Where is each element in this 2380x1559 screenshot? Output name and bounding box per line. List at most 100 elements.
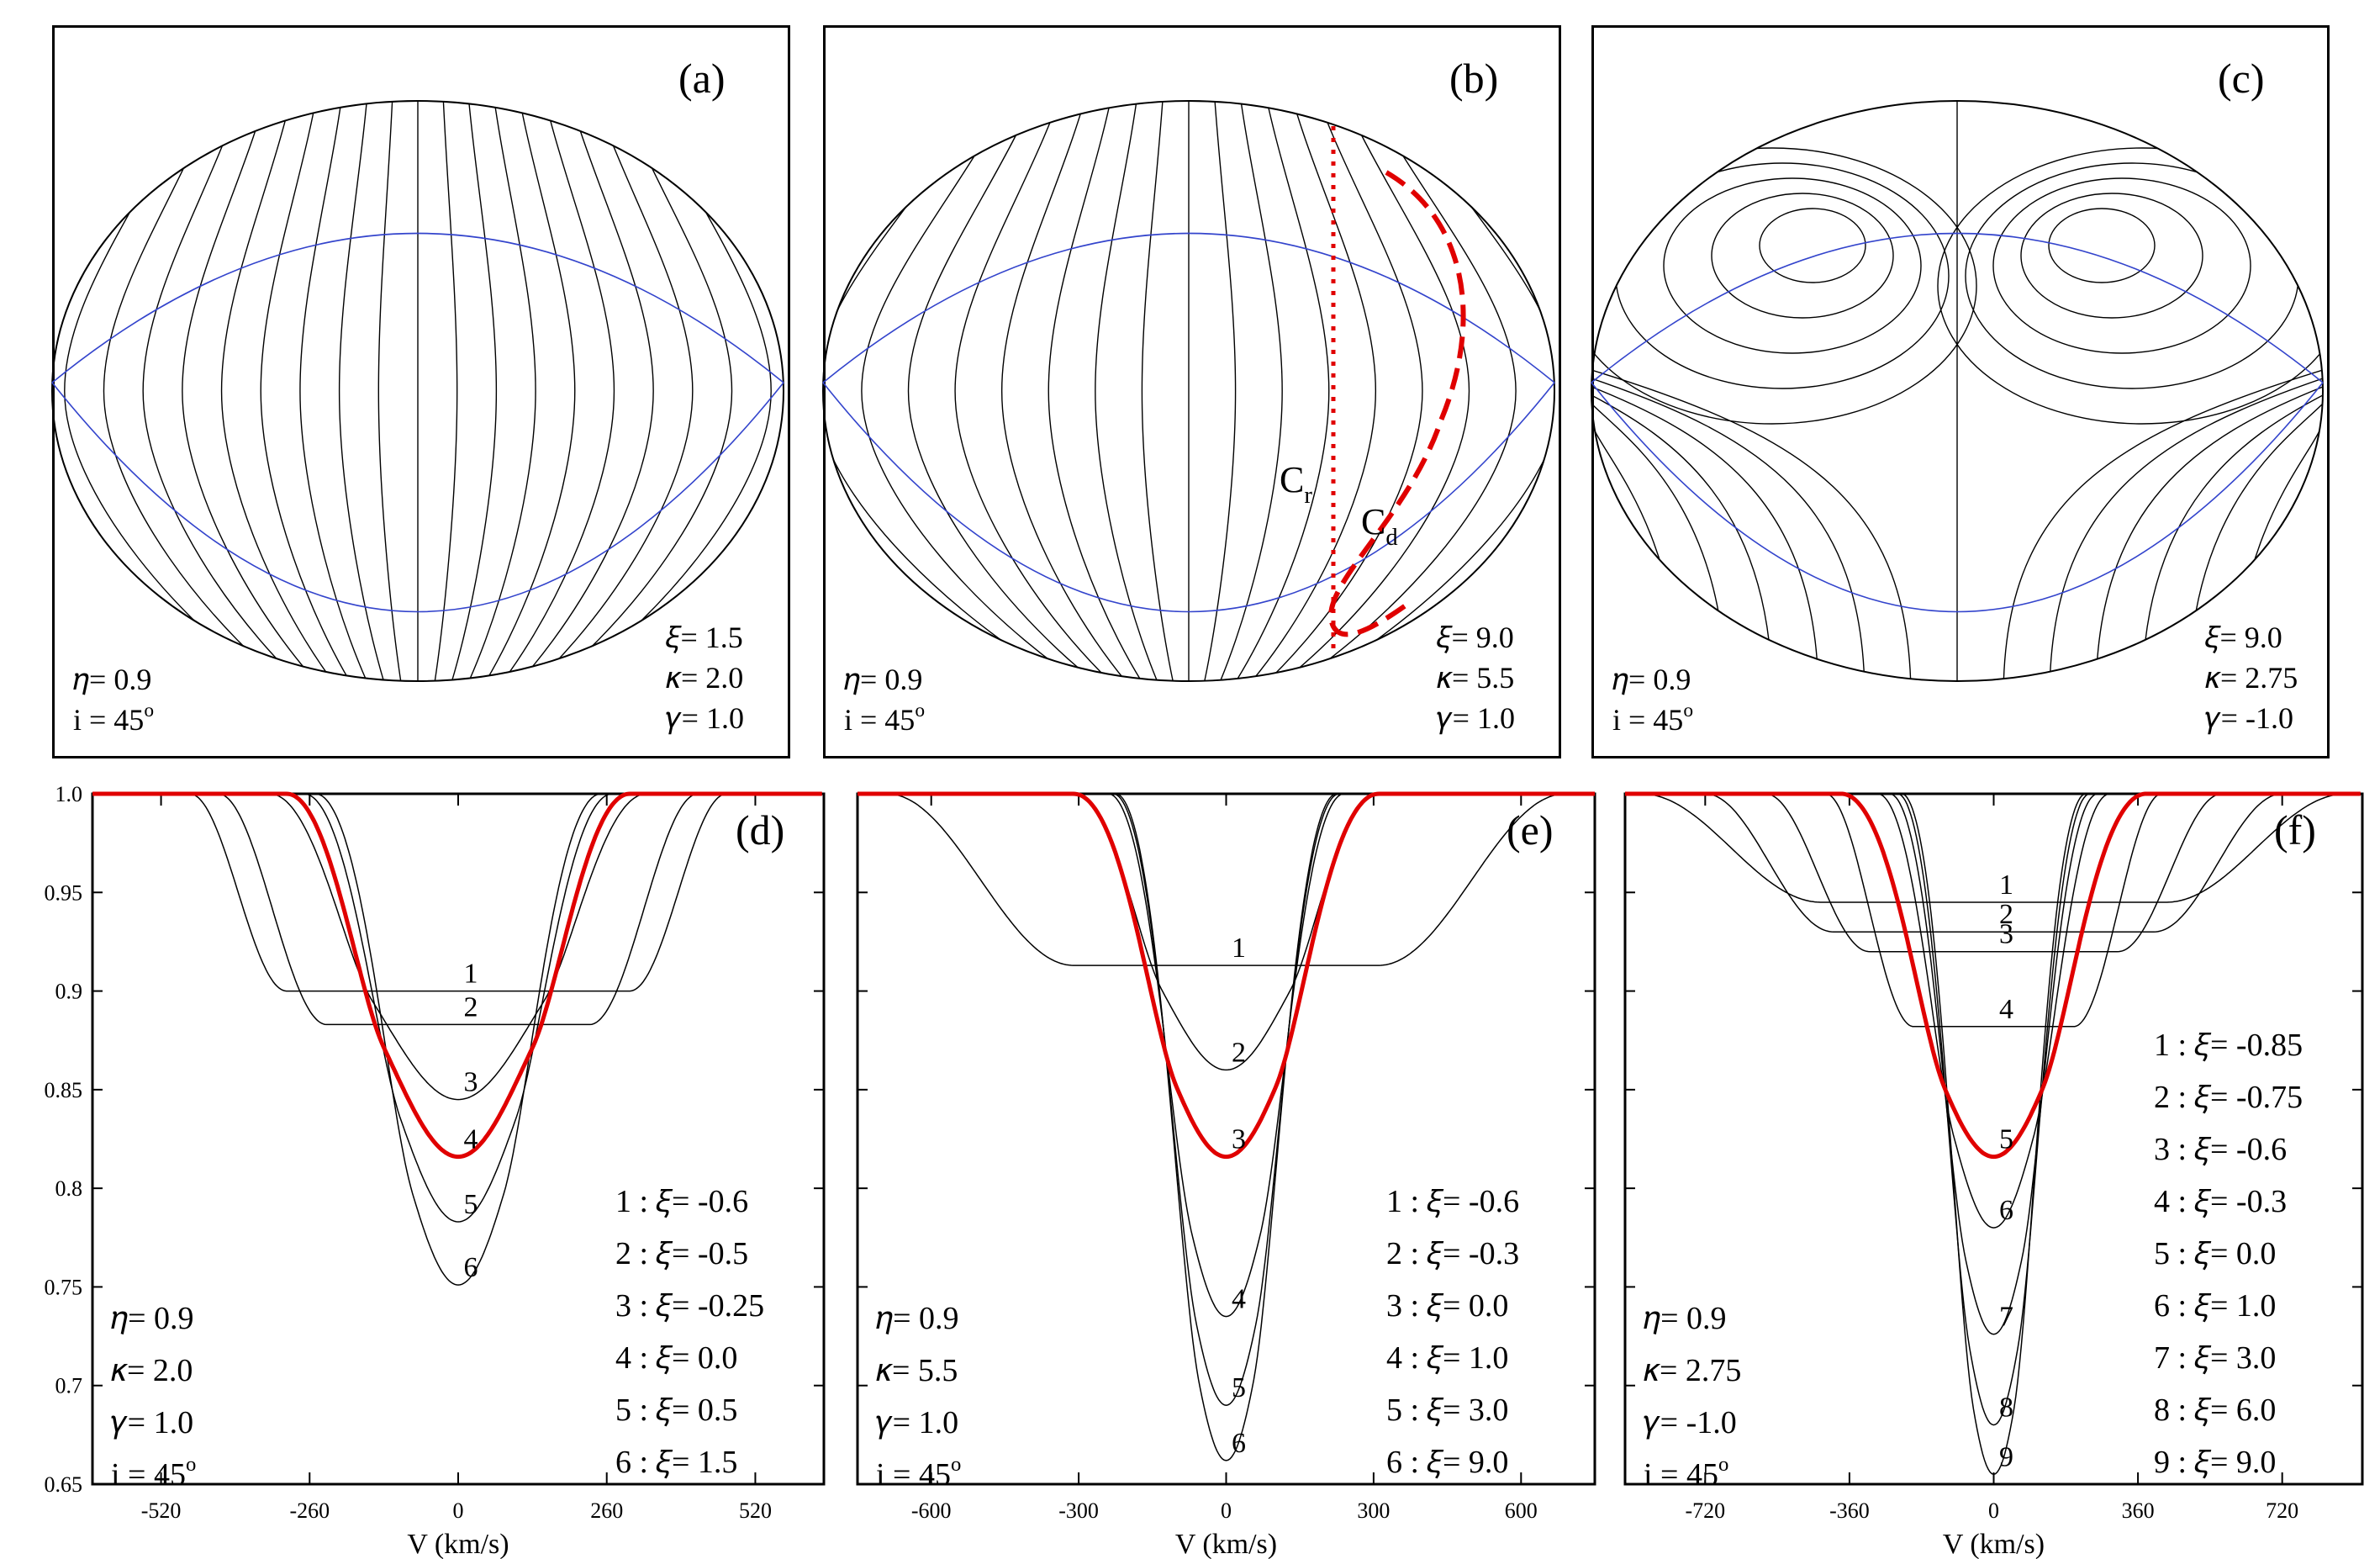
x-axis-label: V (km/s) xyxy=(1943,1529,2045,1559)
y-tick-label: 0.65 xyxy=(45,1472,83,1497)
param-xi: 𝜉= 9.0 xyxy=(2205,621,2282,654)
legend-entry-6: 6 : 𝜉= 9.0 xyxy=(1386,1445,1508,1480)
surface-contour xyxy=(508,101,694,681)
y-tick-label: 0.9 xyxy=(55,980,83,1004)
panel-b xyxy=(823,25,1561,758)
surface-contour xyxy=(1141,101,1179,681)
legend-entry-1: 1 : 𝜉= -0.6 xyxy=(1386,1184,1519,1219)
surface-maps: (a) 𝜂= 0.9 i = 45o 𝜉= 1.5 𝜅= 2.0 𝛾= 1.0 (b) 𝜂= … xyxy=(51,55,2324,737)
param-gamma: 𝛾= 1.0 xyxy=(111,1405,193,1440)
surface-contour xyxy=(182,101,340,681)
surface-panel-c: (c) 𝜂= 0.9 i = 45o 𝜉= 9.0 𝜅= 2.75 𝛾= -1.0 xyxy=(1591,55,2324,737)
series-label-4: 4 xyxy=(464,1124,478,1155)
param-eta: 𝜂= 0.9 xyxy=(111,1301,194,1336)
legend-entry-5: 5 : 𝜉= 0.0 xyxy=(2154,1236,2276,1271)
series-label-6: 6 xyxy=(1232,1428,1246,1459)
profile-series-1 xyxy=(858,793,1595,966)
param-gamma: 𝛾= -1.0 xyxy=(2205,701,2293,735)
surface-contour xyxy=(2003,369,2323,681)
legend-entry-3: 3 : 𝜉= -0.25 xyxy=(615,1288,764,1324)
y-tick-label: 0.95 xyxy=(45,880,83,905)
surface-contour xyxy=(338,101,393,681)
series-label-1: 1 xyxy=(464,959,478,990)
panel-tag: (b) xyxy=(1449,55,1498,102)
y-tick-label: 0.85 xyxy=(45,1078,83,1102)
surface-contour xyxy=(1992,177,2251,354)
series-label-3: 3 xyxy=(1999,919,2013,950)
x-tick-label: 0 xyxy=(1988,1498,1999,1523)
surface-contour xyxy=(377,101,406,681)
x-axis-label: V (km/s) xyxy=(1175,1529,1277,1559)
plot-frame xyxy=(856,792,1596,1486)
surface-contour xyxy=(1663,177,1922,354)
series-label-3: 3 xyxy=(464,1067,478,1098)
param-kappa: 𝜅= 2.75 xyxy=(2205,661,2298,695)
series-label-4: 4 xyxy=(1999,994,2013,1025)
series-label-2: 2 xyxy=(1232,1037,1246,1068)
legend-entry-4: 4 : 𝜉= 1.0 xyxy=(1386,1340,1508,1376)
surface-contour xyxy=(430,101,458,681)
stellar-limb xyxy=(1591,100,2324,682)
series-label-5: 5 xyxy=(1232,1372,1246,1403)
cd-curve xyxy=(1328,170,1466,637)
surface-contour xyxy=(2048,208,2156,283)
series-label-2: 2 xyxy=(464,991,478,1023)
panel-c xyxy=(1591,25,2330,758)
panel-tag: (c) xyxy=(2218,55,2265,102)
surface-contour xyxy=(954,101,1139,681)
panel-tag: (a) xyxy=(678,55,726,102)
profile-series-2 xyxy=(1625,793,2361,933)
param-xi: 𝜉= 9.0 xyxy=(1437,621,1514,654)
series-label-9: 9 xyxy=(1999,1441,2013,1472)
x-tick-label: -300 xyxy=(1058,1498,1099,1523)
profile-panel-d: 0.65 0.7 0.75 0.8 0.85 0.9 0.95 1.0 -520 -260 0 260… xyxy=(45,782,826,1559)
surface-contour xyxy=(103,101,314,681)
series-label-8: 8 xyxy=(1999,1393,2013,1424)
legend-entry-2: 2 : 𝜉= -0.3 xyxy=(1386,1236,1519,1271)
stellar-limb xyxy=(51,100,784,682)
param-xi: 𝜉= 1.5 xyxy=(666,621,743,654)
equator-upper xyxy=(822,232,1555,383)
param-eta: 𝜂= 0.9 xyxy=(73,663,151,696)
equator-upper xyxy=(1591,232,2324,383)
surface-contour xyxy=(1591,378,1865,681)
surface-contour xyxy=(1000,101,1149,681)
profile-panel-f: -720 -360 0 360 720 V (km/s) 123 4 6 7 8 9 5 (f) 𝜂= 0.… xyxy=(1623,791,2364,1559)
panel-tag: (d) xyxy=(736,806,784,853)
panel-tag: (f) xyxy=(2274,806,2316,853)
series-label-3: 3 xyxy=(1232,1124,1246,1155)
legend-entry-2: 2 : 𝜉= -0.75 xyxy=(2154,1080,2303,1115)
y-tick-label: 0.8 xyxy=(55,1176,83,1201)
x-tick-label: -600 xyxy=(911,1498,952,1523)
equator-lower xyxy=(51,382,784,613)
x-tick-label: -720 xyxy=(1685,1498,1725,1523)
surface-contour xyxy=(1208,101,1283,681)
equator-lower xyxy=(822,382,1555,613)
x-tick-label: -260 xyxy=(289,1498,330,1523)
surface-contour xyxy=(1228,101,1377,681)
surface-contour xyxy=(456,101,536,681)
param-inclination: i = 45o xyxy=(1644,1453,1728,1493)
y-tick-label: 1.0 xyxy=(55,782,83,806)
param-gamma: 𝛾= 1.0 xyxy=(1437,701,1515,735)
surface-contour xyxy=(220,101,354,681)
param-inclination: i = 45o xyxy=(1612,700,1693,737)
y-tick-label: 0.7 xyxy=(55,1374,83,1398)
x-tick-label: -520 xyxy=(141,1498,182,1523)
legend-entry-6: 6 : 𝜉= 1.0 xyxy=(2154,1288,2276,1324)
param-gamma: 𝛾= -1.0 xyxy=(1644,1405,1737,1440)
param-inclination: i = 45o xyxy=(844,700,925,737)
legend-entry-6: 6 : 𝜉= 1.5 xyxy=(615,1445,737,1480)
param-eta: 𝜂= 0.9 xyxy=(1644,1301,1727,1336)
equator-upper xyxy=(51,232,784,383)
series-label-5: 5 xyxy=(1999,1124,2013,1155)
profile-series-5 xyxy=(1625,791,2361,1160)
param-eta: 𝜂= 0.9 xyxy=(876,1301,959,1336)
surface-contour xyxy=(1591,147,1977,425)
surface-contour xyxy=(861,101,1118,681)
legend-entry-8: 8 : 𝜉= 6.0 xyxy=(2154,1393,2276,1428)
panel-tag: (e) xyxy=(1507,806,1554,853)
surface-contour xyxy=(1095,101,1169,681)
legend-entry-3: 3 : 𝜉= 0.0 xyxy=(1386,1288,1508,1324)
plot-frame xyxy=(1623,792,2364,1486)
